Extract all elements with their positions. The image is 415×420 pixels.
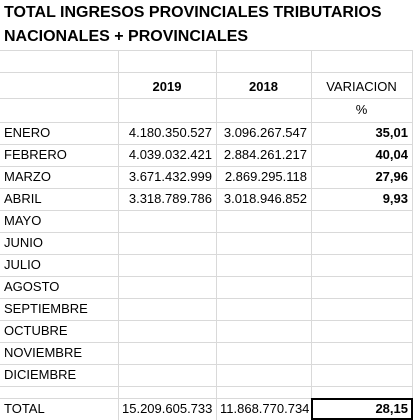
- grid-line: [0, 276, 413, 277]
- cell-value: 28,15: [375, 401, 408, 416]
- column-header: 2019: [152, 79, 182, 94]
- grid-line: [118, 50, 119, 420]
- grid-line: [216, 50, 217, 420]
- row-label: DICIEMBRE: [4, 367, 77, 382]
- grid-line: [0, 342, 413, 343]
- cell-value: 3.018.946.852: [223, 191, 307, 206]
- row-label: MARZO: [4, 169, 51, 184]
- row-label: ENERO: [4, 125, 51, 140]
- cell-value: 11.868.770.734: [220, 401, 310, 416]
- row-label: TOTAL: [4, 401, 45, 416]
- cell-value: 27,96: [375, 169, 408, 184]
- row-label: AGOSTO: [4, 279, 60, 294]
- cell-value: 3.096.267.547: [223, 125, 307, 140]
- cell-value: 15.209.605.733: [122, 401, 213, 416]
- cell-value: 35,01: [375, 125, 408, 140]
- grid-line: [0, 166, 413, 167]
- column-header: 2018: [249, 79, 278, 94]
- cell-value: 9,93: [382, 191, 408, 206]
- grid-line: [0, 50, 413, 51]
- grid-line: [0, 298, 413, 299]
- title: NACIONALES + PROVINCIALES: [4, 28, 249, 45]
- grid-line: [0, 188, 413, 189]
- grid-line: [0, 386, 413, 387]
- row-label: SEPTIEMBRE: [4, 301, 88, 316]
- grid-line: [311, 50, 312, 420]
- grid-line: [0, 210, 413, 211]
- grid-line: [0, 398, 413, 399]
- cell-value: 2.869.295.118: [224, 169, 307, 184]
- grid-line: [0, 232, 413, 233]
- grid-line: [0, 122, 413, 123]
- row-label: MAYO: [4, 213, 42, 228]
- cell-value: 3.318.789.786: [128, 191, 212, 206]
- unit-label: %: [355, 102, 368, 117]
- cell-value: 2.884.261.217: [223, 147, 307, 162]
- grid-line: [412, 50, 413, 420]
- cell-value: 40,04: [375, 147, 408, 162]
- total-box: [311, 398, 413, 420]
- row-label: ABRIL: [4, 191, 42, 206]
- cell-value: 3.671.432.999: [128, 169, 212, 184]
- row-label: OCTUBRE: [4, 323, 68, 338]
- row-label: NOVIEMBRE: [4, 345, 83, 360]
- cell-value: 4.180.350.527: [128, 125, 212, 140]
- grid-line: [0, 144, 413, 145]
- title: TOTAL INGRESOS PROVINCIALES TRIBUTARIOS: [4, 4, 382, 21]
- row-label: JULIO: [4, 257, 41, 272]
- cell-value: 4.039.032.421: [128, 147, 212, 162]
- grid-line: [0, 254, 413, 255]
- row-label: FEBRERO: [4, 147, 67, 162]
- grid-line: [0, 98, 413, 99]
- column-header: VARIACION: [326, 79, 397, 94]
- row-label: JUNIO: [4, 235, 43, 250]
- grid-line: [0, 364, 413, 365]
- grid-line: [0, 320, 413, 321]
- grid-line: [0, 72, 413, 73]
